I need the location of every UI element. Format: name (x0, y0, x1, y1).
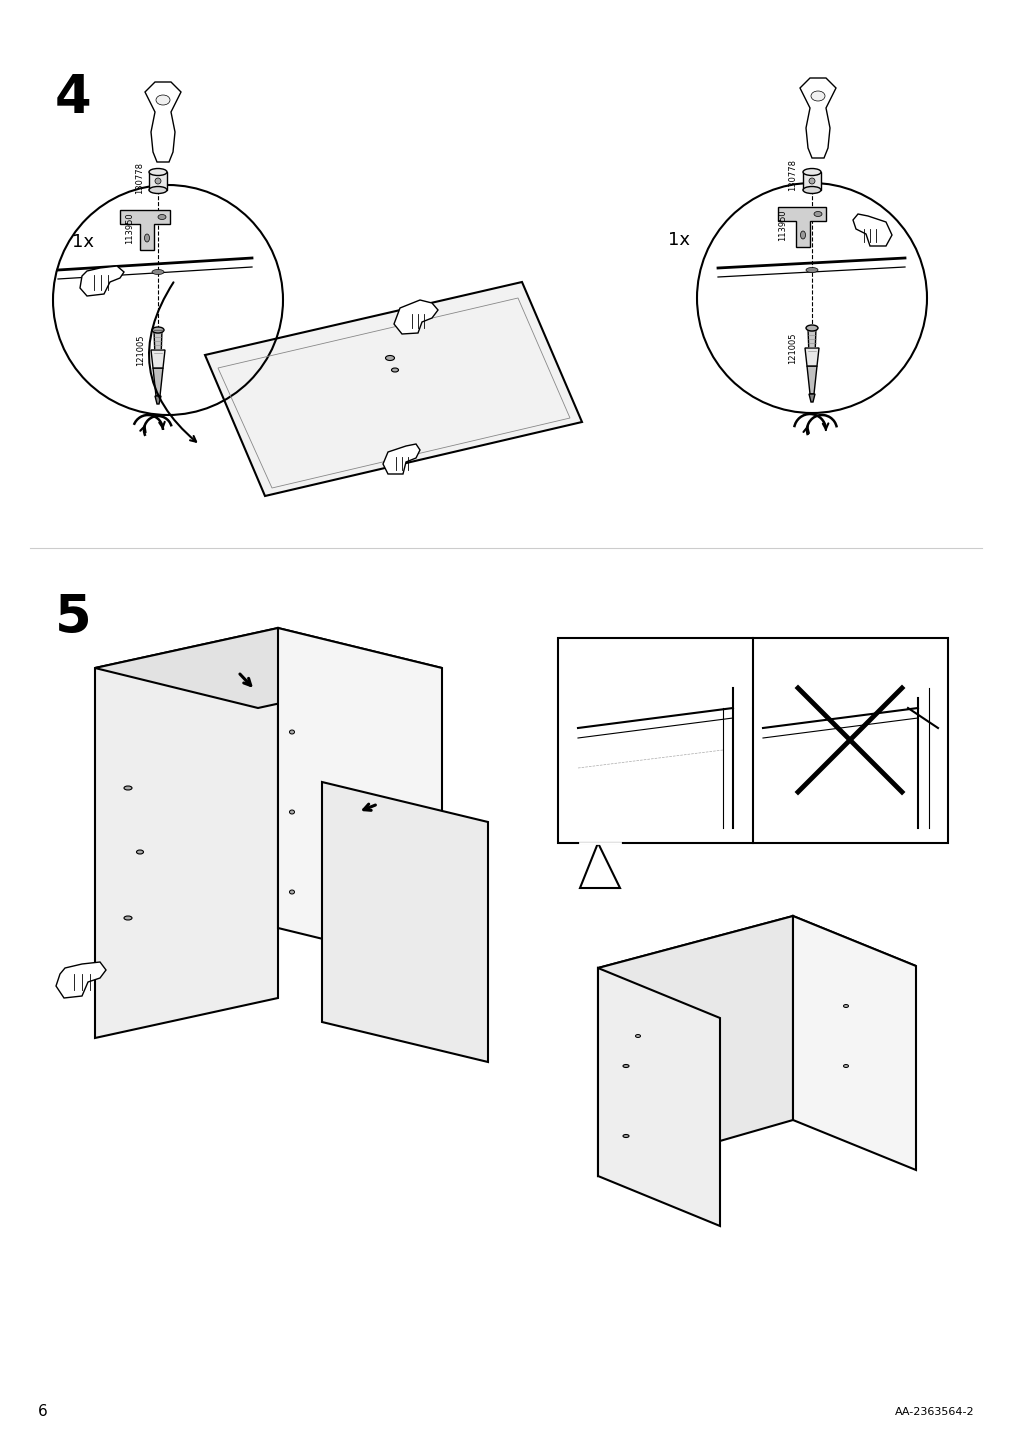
Ellipse shape (289, 891, 294, 894)
Polygon shape (205, 282, 581, 495)
Polygon shape (149, 172, 167, 190)
Polygon shape (598, 916, 915, 1018)
Ellipse shape (152, 269, 164, 275)
Text: 121005: 121005 (136, 334, 146, 365)
Polygon shape (120, 211, 170, 251)
Ellipse shape (808, 178, 814, 183)
Polygon shape (800, 77, 835, 158)
Ellipse shape (635, 1034, 640, 1038)
Polygon shape (802, 172, 820, 190)
Text: 1x: 1x (72, 233, 94, 251)
Text: 130778: 130778 (788, 159, 797, 190)
Polygon shape (145, 82, 181, 162)
Bar (557, 639, 947, 843)
Polygon shape (808, 394, 814, 402)
Ellipse shape (156, 95, 170, 105)
Polygon shape (393, 299, 438, 334)
Polygon shape (777, 208, 825, 246)
Polygon shape (382, 444, 420, 474)
Text: 121005: 121005 (788, 332, 797, 364)
Ellipse shape (124, 786, 131, 790)
Polygon shape (153, 368, 163, 397)
Polygon shape (598, 916, 793, 1176)
Ellipse shape (149, 186, 167, 193)
Polygon shape (95, 629, 278, 1038)
Text: 130778: 130778 (135, 162, 145, 193)
Ellipse shape (149, 169, 167, 176)
Ellipse shape (145, 233, 150, 242)
Ellipse shape (802, 186, 820, 193)
Text: 6: 6 (38, 1405, 48, 1419)
Polygon shape (56, 962, 106, 998)
Ellipse shape (842, 1064, 847, 1067)
Ellipse shape (391, 368, 398, 372)
Polygon shape (804, 348, 818, 367)
Ellipse shape (623, 1134, 629, 1137)
Ellipse shape (805, 325, 817, 331)
Ellipse shape (805, 268, 817, 272)
Text: 4: 4 (55, 72, 92, 125)
Text: 113950: 113950 (125, 212, 134, 243)
Text: 1x: 1x (667, 231, 690, 249)
Ellipse shape (385, 355, 394, 361)
Ellipse shape (813, 212, 821, 216)
Ellipse shape (810, 92, 824, 102)
Ellipse shape (136, 851, 144, 853)
Polygon shape (598, 968, 719, 1226)
Ellipse shape (152, 326, 164, 334)
Ellipse shape (842, 1004, 847, 1008)
Text: AA-2363564-2: AA-2363564-2 (895, 1408, 974, 1418)
Polygon shape (154, 329, 162, 358)
Polygon shape (80, 266, 124, 296)
Polygon shape (852, 213, 891, 246)
Polygon shape (579, 843, 620, 888)
Ellipse shape (289, 811, 294, 813)
Text: 113950: 113950 (777, 209, 787, 241)
Ellipse shape (800, 231, 805, 239)
Text: 5: 5 (55, 591, 92, 644)
Polygon shape (155, 397, 161, 404)
Polygon shape (278, 629, 442, 968)
Polygon shape (806, 367, 816, 394)
Ellipse shape (124, 916, 131, 919)
Ellipse shape (155, 178, 161, 183)
Polygon shape (807, 328, 815, 357)
Polygon shape (95, 629, 442, 707)
Polygon shape (793, 916, 915, 1170)
Polygon shape (321, 782, 487, 1063)
Ellipse shape (623, 1064, 629, 1067)
Ellipse shape (802, 169, 820, 176)
Ellipse shape (289, 730, 294, 735)
Polygon shape (151, 349, 165, 368)
Ellipse shape (158, 215, 166, 219)
